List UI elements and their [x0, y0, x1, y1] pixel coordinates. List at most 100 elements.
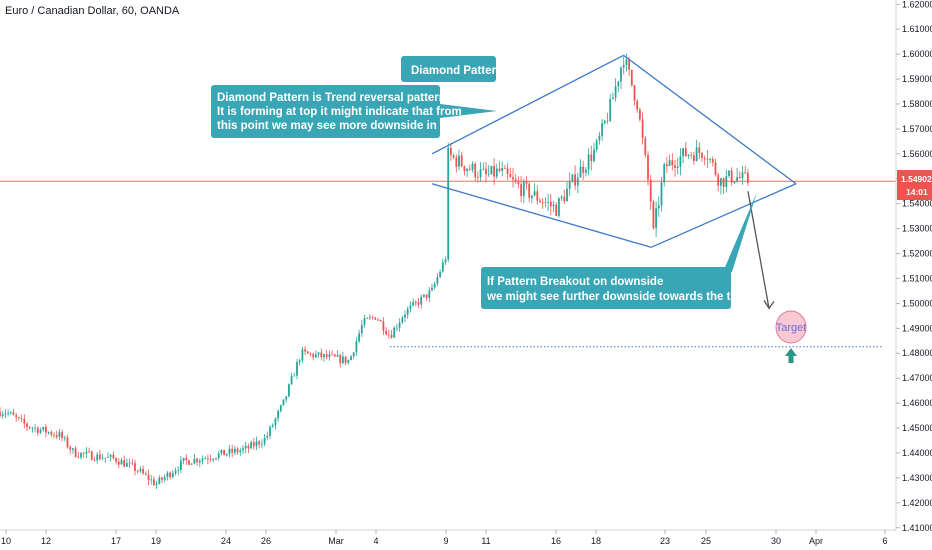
candle-body	[315, 354, 317, 358]
candle-body	[495, 168, 498, 177]
candle-body	[490, 166, 493, 174]
time-tick-label: 17	[111, 536, 121, 546]
breakout-note-line-2: we might see further downside towards th…	[486, 291, 765, 303]
candle-body	[522, 181, 525, 196]
candle-body	[150, 479, 153, 481]
candle-body	[28, 426, 31, 429]
breakout-note-callout[interactable]: If Pattern Breakout on downside we might…	[481, 192, 765, 309]
time-tick-label: 25	[701, 536, 711, 546]
candle-body	[115, 458, 117, 462]
candle-body	[474, 163, 477, 178]
time-axis[interactable]: 10 12 17 19 24 26 Mar 4 9 11 16 18 23 25 30 Apr 6	[0, 529, 896, 546]
candle-body	[744, 172, 747, 174]
current-price-value: 1.54902	[901, 174, 932, 184]
candle-body	[587, 154, 590, 170]
current-price-box	[897, 170, 932, 200]
price-tick-label: 1.59000	[902, 74, 932, 84]
candle-body	[487, 173, 490, 175]
candle-body	[239, 450, 242, 453]
candle-body	[360, 324, 363, 334]
candle-body	[652, 201, 655, 229]
candle-body	[223, 449, 225, 456]
reversal-note-callout[interactable]: Diamond Pattern is Trend reversal patter…	[211, 85, 497, 138]
candle-body	[53, 434, 55, 436]
candle-body	[279, 405, 282, 412]
price-tick-label: 1.62000	[902, 0, 932, 9]
candle-body	[309, 353, 312, 355]
candle-body	[706, 159, 709, 160]
candle-body	[352, 352, 355, 357]
candle-body	[285, 396, 288, 400]
candle-body	[455, 157, 458, 167]
candle-body	[447, 147, 450, 260]
candle-body	[647, 154, 649, 180]
candle-body	[423, 294, 425, 297]
target-marker[interactable]: Target	[775, 310, 807, 363]
candle-body	[598, 135, 601, 141]
symbol-title: Euro / Canadian Dollar, 60, OANDA	[5, 5, 180, 17]
price-tick-label: 1.49000	[902, 323, 932, 333]
candle-body	[126, 462, 128, 467]
candle-body	[39, 429, 42, 433]
candle-body	[676, 166, 679, 169]
diamond-pattern-lines[interactable]	[431, 54, 797, 248]
candle-body	[544, 202, 547, 204]
candle-body	[471, 163, 474, 170]
candle-body	[109, 454, 112, 457]
price-tick-label: 1.45000	[902, 423, 932, 433]
candle-body	[231, 448, 234, 453]
candle-body	[601, 123, 603, 136]
candle-body	[26, 423, 28, 427]
candle-body	[93, 459, 96, 461]
price-axis[interactable]: 1.62000 1.61000 1.60000 1.59000 1.58000 1.570…	[895, 0, 932, 533]
reversal-note-line-3: this point we may see more downside in p…	[217, 120, 464, 132]
candle-body	[72, 448, 74, 450]
candle-body	[136, 470, 139, 472]
candle-body	[549, 201, 552, 207]
candle-body	[204, 458, 207, 460]
bar-countdown: 14:01	[906, 187, 928, 197]
candle-body	[363, 318, 366, 325]
candle-body	[460, 155, 463, 167]
reversal-note-line-2: It is forming at top it might indicate t…	[217, 106, 462, 118]
candle-body	[209, 459, 212, 461]
candle-body	[547, 201, 549, 203]
breakout-projection[interactable]	[747, 191, 775, 310]
candle-body	[161, 477, 163, 480]
candle-body	[603, 120, 606, 124]
diamond-pattern-callout[interactable]: Diamond Pattern	[401, 56, 503, 82]
candle-body	[425, 294, 428, 298]
reversal-note-pointer	[440, 104, 497, 118]
candle-body	[431, 287, 433, 291]
candle-body	[82, 452, 85, 454]
candle-body	[180, 460, 182, 471]
candle-body	[36, 427, 39, 433]
price-tick-label: 1.43000	[902, 473, 932, 483]
candle-body	[9, 412, 12, 414]
candle-body	[387, 334, 390, 336]
breakout-note-box	[481, 267, 731, 309]
candle-body	[379, 319, 382, 322]
candle-body	[20, 417, 23, 419]
candle-body	[139, 469, 142, 472]
candle-body	[228, 448, 231, 454]
candle-body	[531, 195, 533, 198]
candle-body	[188, 460, 190, 465]
candle-body	[560, 196, 563, 199]
candle-body	[182, 457, 185, 461]
candle-body	[582, 166, 585, 173]
candle-body	[539, 200, 541, 203]
candle-body	[736, 177, 738, 182]
candle-body	[304, 349, 306, 352]
price-tick-label: 1.61000	[902, 24, 932, 34]
candle-body	[61, 432, 63, 438]
projection-arrow-head-icon	[763, 300, 775, 310]
candle-body	[501, 168, 504, 171]
candle-body	[215, 458, 217, 460]
breakout-note-line-1: If Pattern Breakout on downside	[487, 276, 663, 288]
time-tick-label: 6	[882, 536, 887, 546]
candle-body	[153, 479, 155, 486]
price-tick-label: 1.53000	[902, 224, 932, 234]
time-tick-label: 23	[660, 536, 670, 546]
